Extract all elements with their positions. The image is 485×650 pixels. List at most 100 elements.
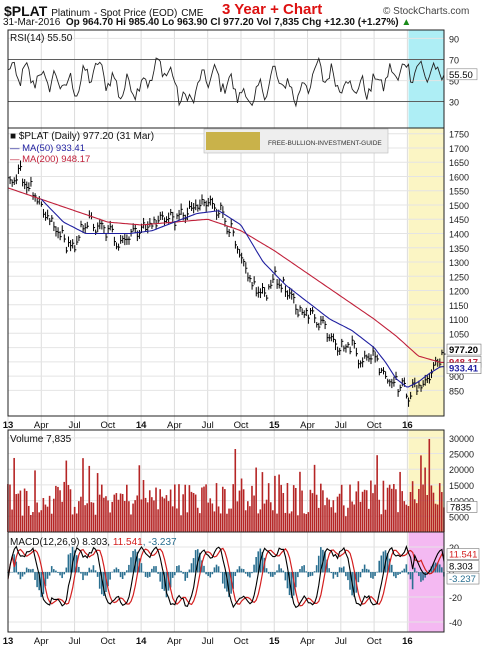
volume-bar [361,491,364,532]
macd-hist-bar [169,572,172,588]
macd-hist-bar [242,569,245,573]
price-bars [7,160,446,407]
macd-hist-bar [234,572,237,577]
volume-bar [199,513,201,532]
volume-bar [151,497,153,532]
macd-hist-bar [48,572,51,576]
instrument-desc: - Spot Price (EOD) [94,8,178,19]
volume-bar [349,484,351,532]
macd-hist-bar [25,567,28,573]
volume-value-box [446,501,478,513]
price-tick-label: 1150 [449,301,468,311]
macd-hist-bar [284,572,287,581]
volume-bar [190,491,193,532]
volume-bar [138,465,141,532]
macd-hist-bar [65,567,68,573]
price-x-tick-label: 16 [402,420,413,431]
volume-bar [290,511,293,532]
volume-bar [173,484,176,532]
macd-hist-bar [226,572,228,592]
volume-bar [44,504,47,532]
volume-bar [424,467,426,532]
rsi-panel: 90 70 50 30 RSI(14) 55.50 55.50 [7,33,478,108]
macd-hist-bar [128,564,130,573]
macd-hist-bar [94,570,97,573]
volume-bar [113,494,116,532]
macd-hist-bar [376,571,378,573]
volume-bar [365,490,368,532]
macd-hist-bar [303,565,305,573]
macd-hist-bar [236,569,239,573]
volume-bar [320,483,322,532]
price-tick-label: 1750 [449,130,469,140]
macd-hist-bar [69,553,72,573]
chart-header: $PLAT Platinum - Spot Price (EOD) CME [4,3,203,22]
volume-legend: Volume 7,835 [10,434,72,445]
macd-hist-bar [23,572,26,575]
volume-bar [299,471,301,532]
volume-bar [207,502,209,532]
panel-frame [7,29,445,129]
volume-bar [386,487,389,532]
ma200-legend: — MA(200) 948.17 [10,154,90,165]
macd-hist-bar [230,572,232,594]
volume-bar [280,484,282,532]
macd-hist-bar [38,572,40,591]
macd-hist-bar [161,572,164,590]
volume-bar [46,506,49,532]
volume-bar [136,495,139,532]
rsi-line [7,56,445,108]
instrument-name: Platinum [51,8,91,19]
volume-bar [284,512,287,532]
macd-hist-bar [199,552,201,573]
volume-bar [234,449,237,532]
macd-hist-bar [380,555,383,573]
volume-bar [286,483,289,532]
macd-hist-bar [132,550,134,573]
volume-bar [269,502,272,532]
rsi-legend: RSI(14) 55.50 [10,33,73,44]
volume-bar [236,501,239,532]
volume-bar [347,507,349,532]
gold-bars-image [206,132,260,150]
macd-x-tick-label: Oct [234,636,249,647]
price-tick-label: 1350 [449,244,469,254]
macd-hist-bar [290,572,293,599]
volume-bar [171,506,174,532]
volume-bar [144,497,147,532]
macd-hist-bar [55,570,57,573]
macd-hist-bar [401,570,403,573]
volume-bar [393,484,395,532]
macd-line [7,545,445,609]
macd-hist-bar [17,572,20,575]
macd-hist-bar [426,572,429,575]
price-x-tick-label: Jul [335,420,347,431]
macd-hist-bar [144,572,147,577]
price-tick-label: 1300 [449,258,469,268]
hist-legend-value: , -3.237 [143,537,177,548]
macd-hist-bar [265,568,268,573]
volume-bar [388,484,391,532]
macd-hist-bar [393,572,395,577]
macd-hist-bar [247,572,249,577]
volume-bar [211,503,214,532]
macd-x-tick-label: Apr [167,636,182,647]
volume-bar [65,460,68,532]
volume-bar [178,484,180,532]
macd-hist-bar [357,572,360,583]
volume-bar [36,502,38,532]
volume-bar [390,488,393,532]
macd-hist-bar [176,566,178,573]
macd-hist-bar [96,572,99,577]
macd-hist-bar [42,572,45,595]
macd-hist-bar [63,572,66,575]
macd-hist-bar [126,570,128,573]
volume-bar [209,498,212,532]
macd-hist-bar [165,572,168,598]
volume-bar [140,499,143,532]
volume-bar [25,490,28,532]
macd-hist-bar [294,572,297,588]
volume-bar [307,512,310,532]
volume-bar [75,513,78,532]
macd-signal-value-label: 11.541 [449,550,477,561]
